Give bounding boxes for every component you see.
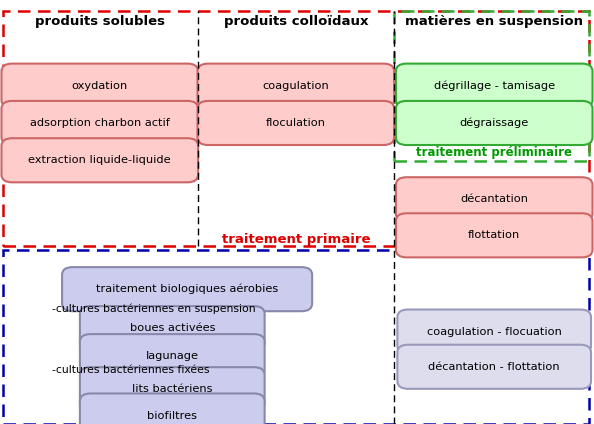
Text: produits solubles: produits solubles [35,15,165,28]
FancyBboxPatch shape [396,101,592,145]
Text: flottation: flottation [468,230,520,240]
Text: lagunage: lagunage [146,351,199,361]
FancyBboxPatch shape [2,138,198,182]
Text: coagulation - flocuation: coagulation - flocuation [426,326,562,337]
Text: -cultures bactériennes en suspension: -cultures bactériennes en suspension [52,304,256,314]
FancyBboxPatch shape [62,267,312,311]
FancyBboxPatch shape [2,64,198,108]
FancyBboxPatch shape [396,64,592,108]
FancyBboxPatch shape [80,367,265,411]
Text: décantation - flottation: décantation - flottation [428,362,560,372]
Text: traitement préliminaire: traitement préliminaire [416,146,572,159]
Text: extraction liquide-liquide: extraction liquide-liquide [29,155,171,165]
Text: décantation: décantation [460,194,528,204]
Text: boues activées: boues activées [129,323,215,333]
Text: floculation: floculation [266,118,326,128]
FancyBboxPatch shape [397,345,591,389]
Text: adsorption charbon actif: adsorption charbon actif [30,118,170,128]
FancyBboxPatch shape [2,101,198,145]
Text: -cultures bactériennes fixées: -cultures bactériennes fixées [52,365,210,375]
Text: oxydation: oxydation [72,81,128,91]
Text: lits bactériens: lits bactériens [132,384,213,394]
Text: coagulation: coagulation [263,81,329,91]
Text: biofiltres: biofiltres [147,410,197,421]
FancyBboxPatch shape [397,310,591,354]
FancyBboxPatch shape [396,213,592,257]
FancyBboxPatch shape [197,101,394,145]
Text: produits colloïdaux: produits colloïdaux [223,15,368,28]
Text: dégraissage: dégraissage [460,118,529,128]
Text: traitement primaire: traitement primaire [222,233,370,246]
FancyBboxPatch shape [80,334,265,378]
FancyBboxPatch shape [396,177,592,221]
Text: traitement biologiques aérobies: traitement biologiques aérobies [96,284,278,294]
Text: dégrillage - tamisage: dégrillage - tamisage [434,81,555,91]
Text: matières en suspension: matières en suspension [405,15,583,28]
FancyBboxPatch shape [80,306,265,350]
FancyBboxPatch shape [197,64,394,108]
FancyBboxPatch shape [80,393,265,424]
